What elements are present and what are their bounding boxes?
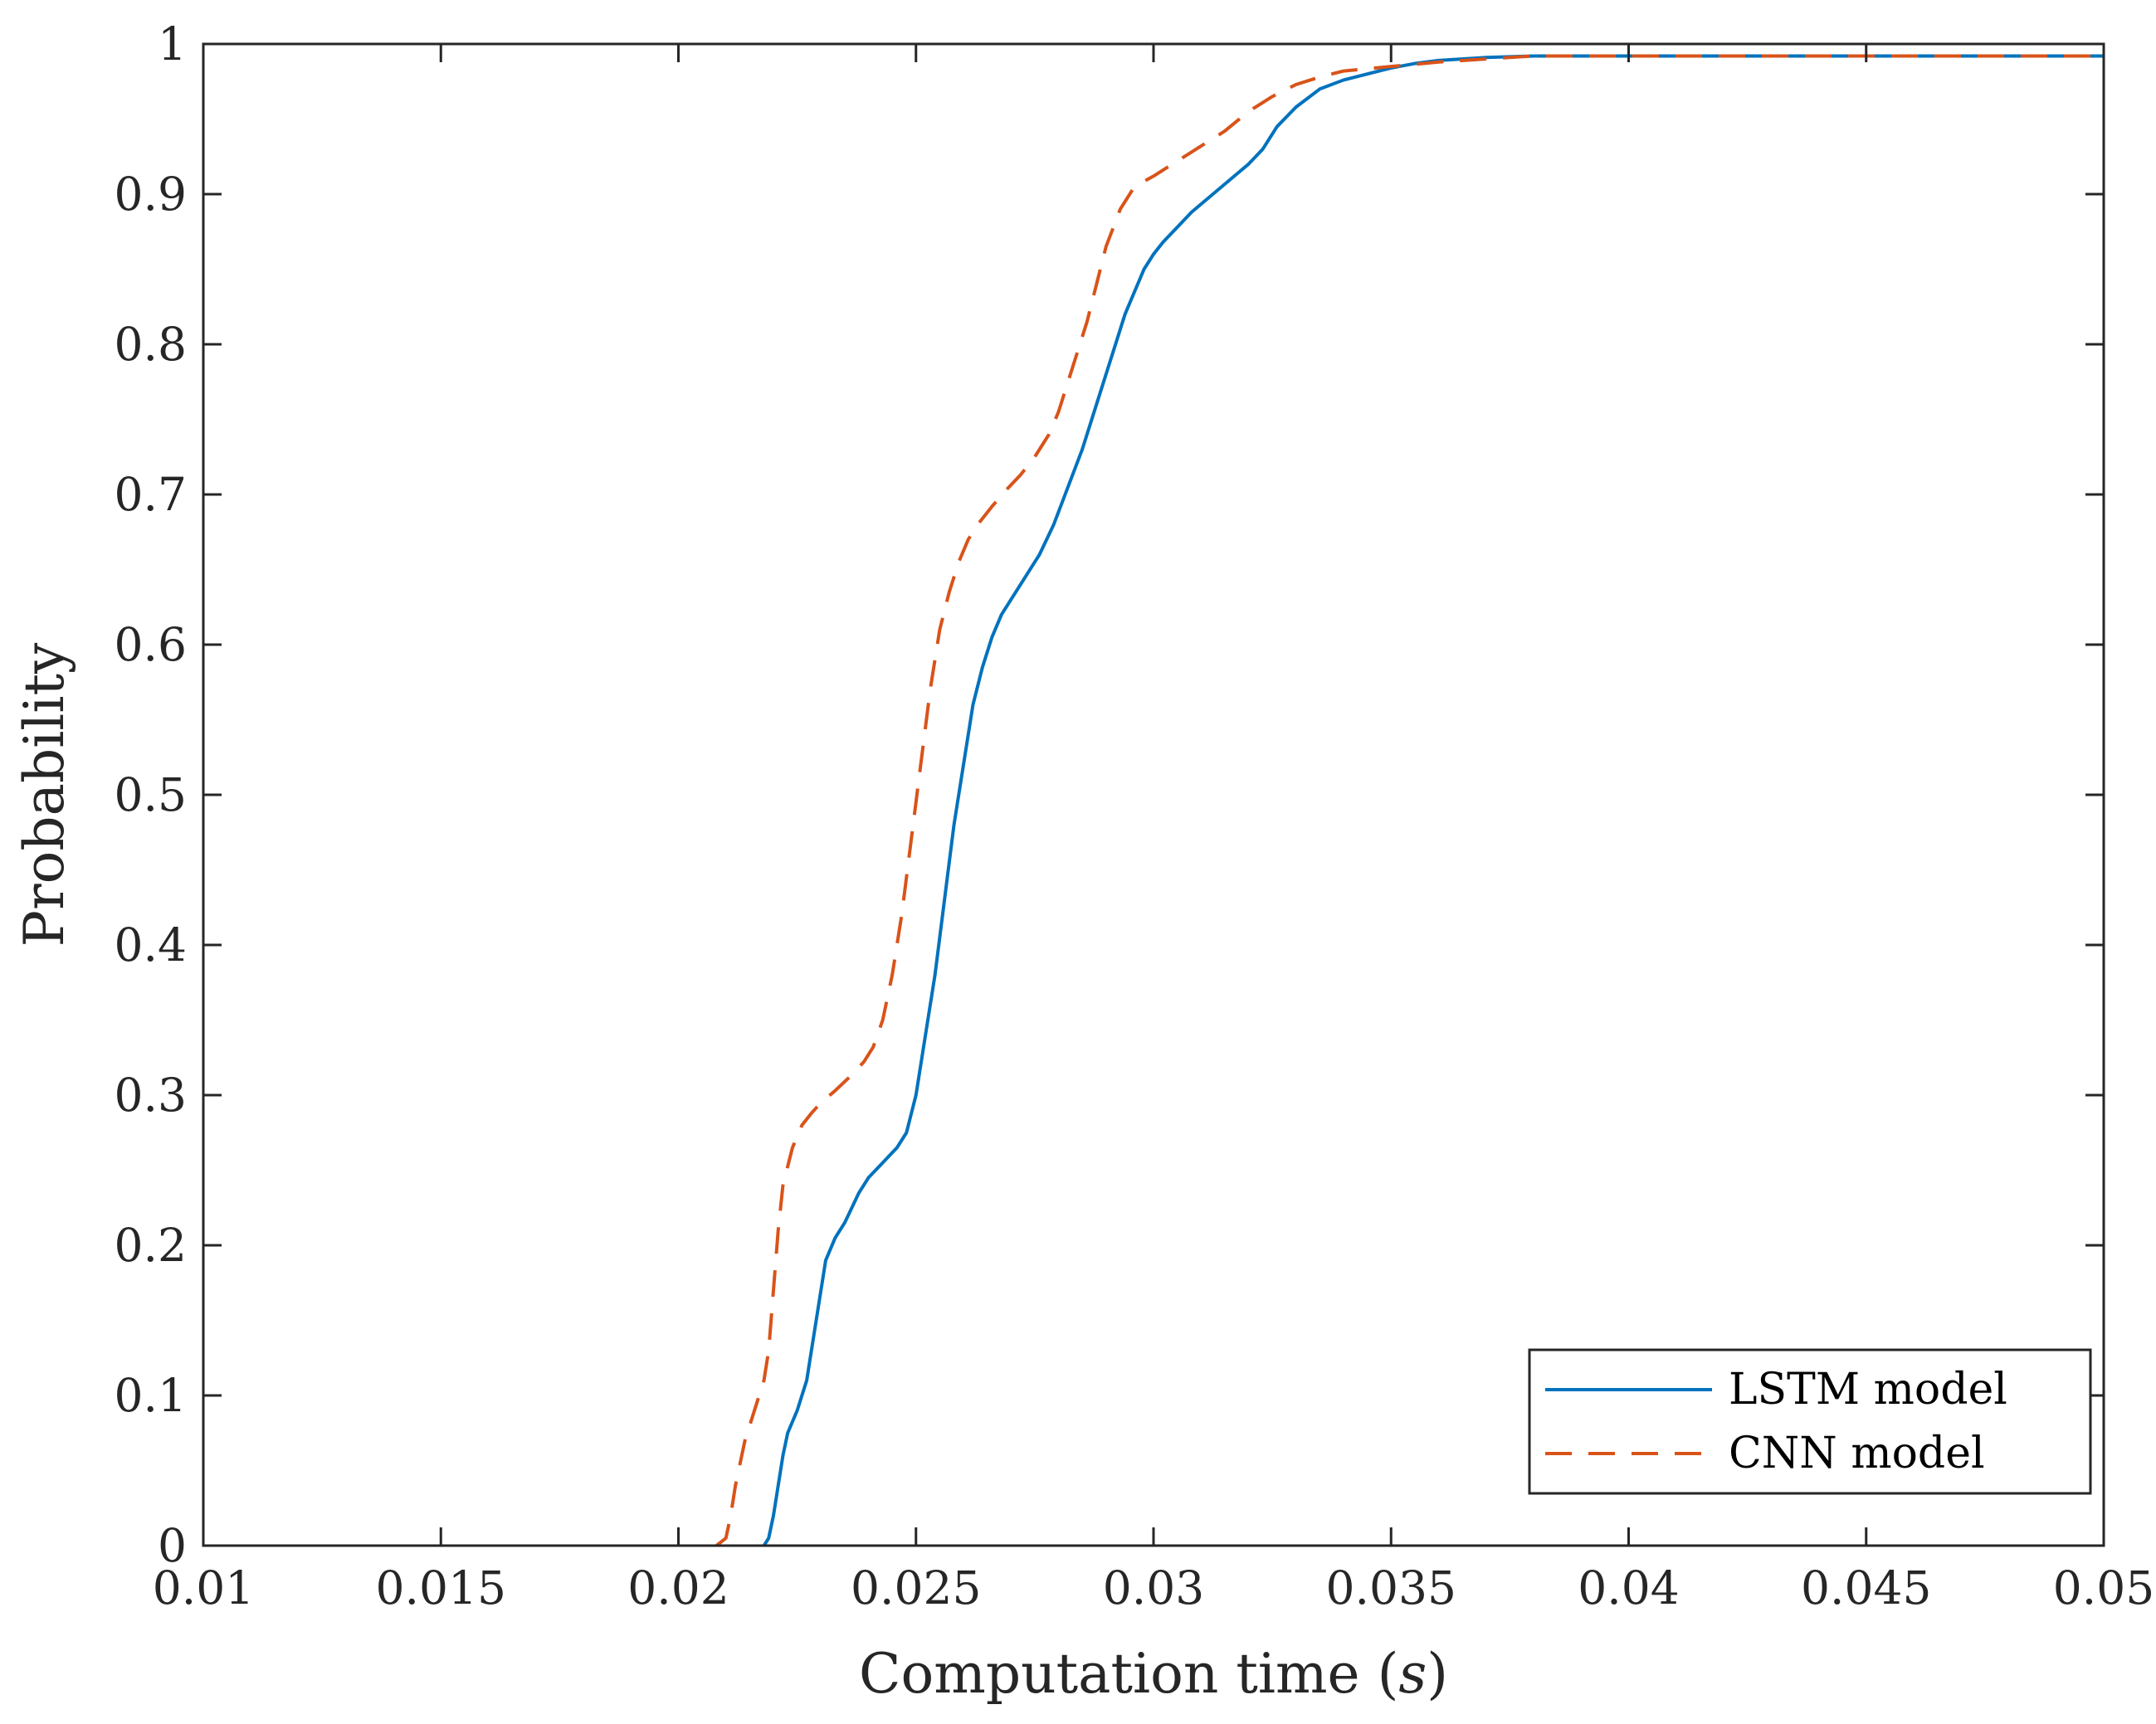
- legend-box: [1528, 1348, 2092, 1495]
- ticks-layer: 0.01 0.015 0.02 0.025 0.03 0.035 0.04 0.045 0.05…: [115, 17, 2155, 1614]
- y-tick-label: 0.5: [115, 768, 187, 821]
- y-tick-label: 0.9: [115, 168, 187, 221]
- y-tick-label: 0.6: [115, 618, 187, 671]
- x-tick-label: 0.03: [1103, 1561, 1204, 1614]
- x-axis-label-text: Computation time (: [859, 1642, 1398, 1706]
- x-tick-label: 0.01: [153, 1561, 254, 1614]
- x-tick-label: 0.015: [376, 1561, 506, 1614]
- x-tick-label: 0.035: [1326, 1561, 1456, 1614]
- x-tick-label: 0.045: [1801, 1561, 1931, 1614]
- x-axis-label-close: ): [1427, 1642, 1448, 1706]
- y-tick-label: 0.7: [115, 468, 187, 521]
- y-tick-label: 1: [158, 17, 187, 71]
- series-line-cnn-model: [715, 54, 2104, 1547]
- plot-area: [203, 44, 2104, 1546]
- x-tick-label: 0.02: [627, 1561, 729, 1614]
- y-tick-label: 0: [158, 1519, 187, 1572]
- series-line-lstm-model: [762, 54, 2104, 1547]
- y-tick-label: 0.4: [115, 918, 187, 972]
- plot-frame: [202, 42, 2105, 1547]
- y-tick-label: 0.3: [115, 1069, 187, 1122]
- y-tick-label: 0.8: [115, 318, 187, 371]
- legend-label-cnn: CNN model: [1729, 1429, 1985, 1478]
- y-axis-label: Probability: [12, 642, 76, 947]
- legend-label-lstm: LSTM model: [1729, 1365, 2007, 1415]
- x-tick-label: 0.04: [1578, 1561, 1679, 1614]
- x-tick-label: 0.025: [851, 1561, 981, 1614]
- series-layer: [715, 54, 2104, 1547]
- legend: LSTM model CNN model: [1528, 1348, 2092, 1495]
- x-tick-label: 0.05: [2053, 1561, 2154, 1614]
- y-tick-label: 0.1: [115, 1369, 187, 1422]
- x-axis-label-variable: s: [1398, 1642, 1427, 1706]
- x-axis-label: Computation time (s): [859, 1642, 1448, 1706]
- y-tick-label: 0.2: [115, 1219, 187, 1272]
